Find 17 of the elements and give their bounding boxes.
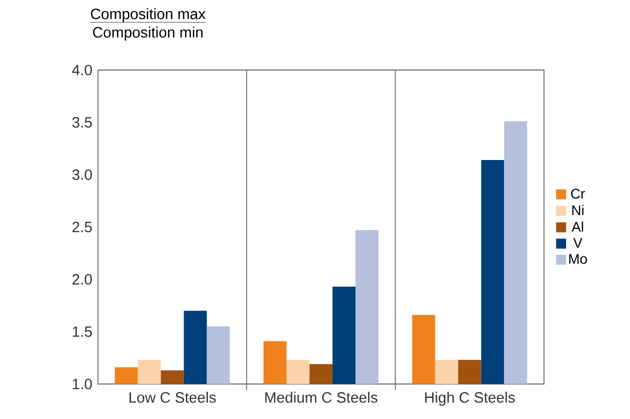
- legend-label: Al: [572, 222, 584, 232]
- x-tick-label: Low C Steels: [130, 392, 216, 403]
- legend-label: Ni: [572, 204, 584, 216]
- chart-title: Composition max: [90, 8, 206, 22]
- x-tick-label: High C Steels: [425, 392, 515, 406]
- y-tick-label: 4.0: [72, 64, 92, 76]
- y-tick-label: 1.5: [72, 326, 92, 337]
- chart-subtitle: Composition min: [93, 26, 203, 41]
- legend-label: Mo: [569, 254, 587, 264]
- y-tick-label: 1.0: [72, 378, 92, 390]
- y-tick-label: 3.5: [72, 117, 92, 128]
- y-tick-label: 3.0: [72, 169, 92, 180]
- x-tick-label: Medium C Steels: [265, 392, 378, 403]
- y-tick-label: 2.0: [72, 274, 92, 285]
- legend-label: V: [573, 238, 582, 248]
- legend-label: Cr: [571, 188, 585, 199]
- y-tick-label: 2.5: [72, 222, 92, 232]
